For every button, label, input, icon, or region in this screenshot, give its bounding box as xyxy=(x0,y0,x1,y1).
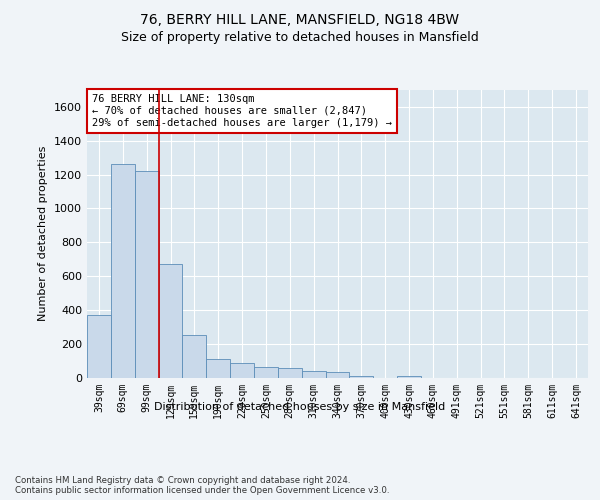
Text: Distribution of detached houses by size in Mansfield: Distribution of detached houses by size … xyxy=(154,402,446,412)
Bar xyxy=(349,376,373,378)
Bar xyxy=(206,359,230,378)
Bar xyxy=(87,315,111,378)
Y-axis label: Number of detached properties: Number of detached properties xyxy=(38,146,49,322)
Bar xyxy=(182,335,206,378)
Bar xyxy=(111,164,135,378)
Bar xyxy=(302,370,326,378)
Bar xyxy=(135,171,158,378)
Bar xyxy=(254,366,278,378)
Bar xyxy=(158,264,182,378)
Bar xyxy=(230,363,254,378)
Text: Contains HM Land Registry data © Crown copyright and database right 2024.
Contai: Contains HM Land Registry data © Crown c… xyxy=(15,476,389,495)
Bar xyxy=(278,368,302,378)
Text: Size of property relative to detached houses in Mansfield: Size of property relative to detached ho… xyxy=(121,31,479,44)
Bar xyxy=(326,372,349,378)
Text: 76, BERRY HILL LANE, MANSFIELD, NG18 4BW: 76, BERRY HILL LANE, MANSFIELD, NG18 4BW xyxy=(140,12,460,26)
Text: 76 BERRY HILL LANE: 130sqm
← 70% of detached houses are smaller (2,847)
29% of s: 76 BERRY HILL LANE: 130sqm ← 70% of deta… xyxy=(92,94,392,128)
Bar xyxy=(397,376,421,378)
